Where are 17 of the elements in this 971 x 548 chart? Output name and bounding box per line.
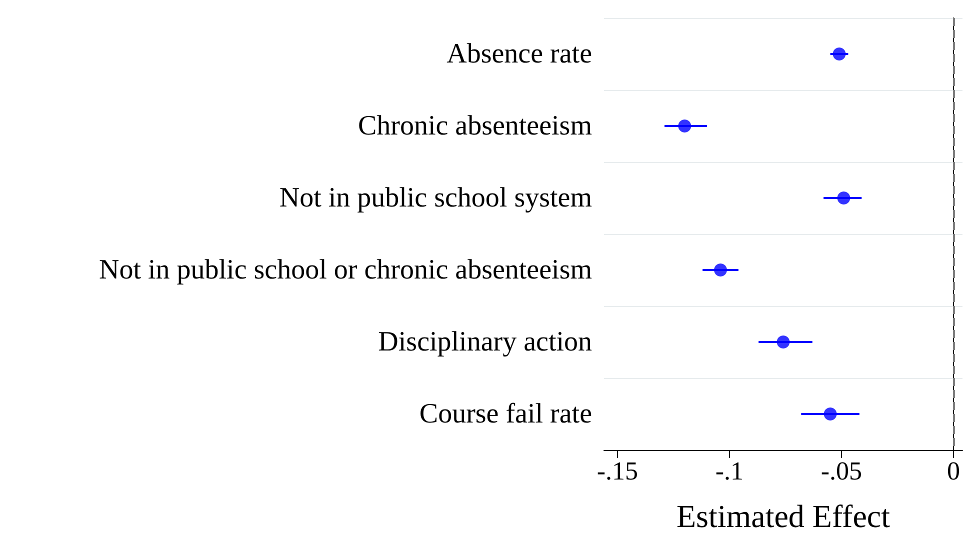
point [678, 120, 692, 132]
point [776, 336, 790, 348]
y-tick-label: Disciplinary action [378, 326, 592, 358]
y-tick-label: Not in public school system [279, 182, 592, 214]
x-axis-title: Estimated Effect [676, 498, 890, 534]
x-tick-label: 0 [947, 456, 960, 486]
y-tick-label: Course fail rate [419, 398, 592, 430]
y-tick-label: Chronic absenteeism [358, 110, 592, 142]
point [832, 48, 846, 60]
point [714, 264, 727, 276]
y-tick-label: Absence rate [446, 38, 592, 70]
x-tick-label: -.15 [596, 456, 638, 486]
point [837, 192, 850, 204]
x-tick-label: -.05 [820, 456, 862, 486]
x-tick-label: -.1 [715, 456, 744, 486]
point [824, 408, 837, 420]
y-tick-label: Not in public school or chronic absenteeism [99, 254, 592, 286]
